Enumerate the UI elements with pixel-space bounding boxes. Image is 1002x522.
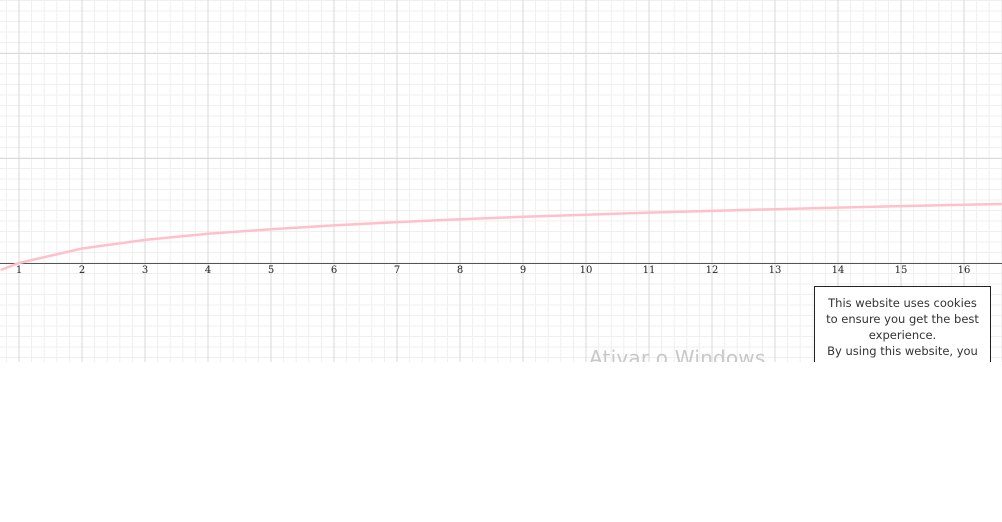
windows-activation-watermark: Ativar o Windows [589,346,766,362]
blank-area [0,362,1002,522]
x-tick-label: 11 [643,265,656,276]
cookie-consent-banner: This website uses cookies to ensure you … [814,286,991,376]
graph-area[interactable]: 1 2 3 4 5 6 7 8 9 10 11 12 13 14 15 16 Ativar o Windows [0,0,1002,362]
x-tick-label: 9 [520,265,526,276]
x-tick-label: 7 [394,265,400,276]
x-tick-label: 13 [769,265,782,276]
graph-canvas[interactable]: 1 2 3 4 5 6 7 8 9 10 11 12 13 14 15 16 [0,0,1002,362]
x-tick-label: 16 [958,265,971,276]
x-tick-label: 5 [268,265,274,276]
x-tick-label: 3 [142,265,148,276]
x-tick-label: 8 [457,265,463,276]
series-line [0,202,1002,272]
x-tick-label: 6 [331,265,337,276]
x-tick-label: 2 [79,265,85,276]
cookie-text-line1: This website uses cookies to ensure you … [826,296,979,342]
x-tick-label: 12 [706,265,719,276]
cookie-text-line2: By using this website, you [827,344,978,358]
x-tick-labels: 1 2 3 4 5 6 7 8 9 10 11 12 13 14 15 16 [16,265,971,276]
x-tick-label: 4 [205,265,211,276]
x-tick-label: 14 [832,265,845,276]
x-tick-label: 10 [580,265,593,276]
x-tick-label: 15 [895,265,908,276]
x-tick-label: 1 [16,265,22,276]
